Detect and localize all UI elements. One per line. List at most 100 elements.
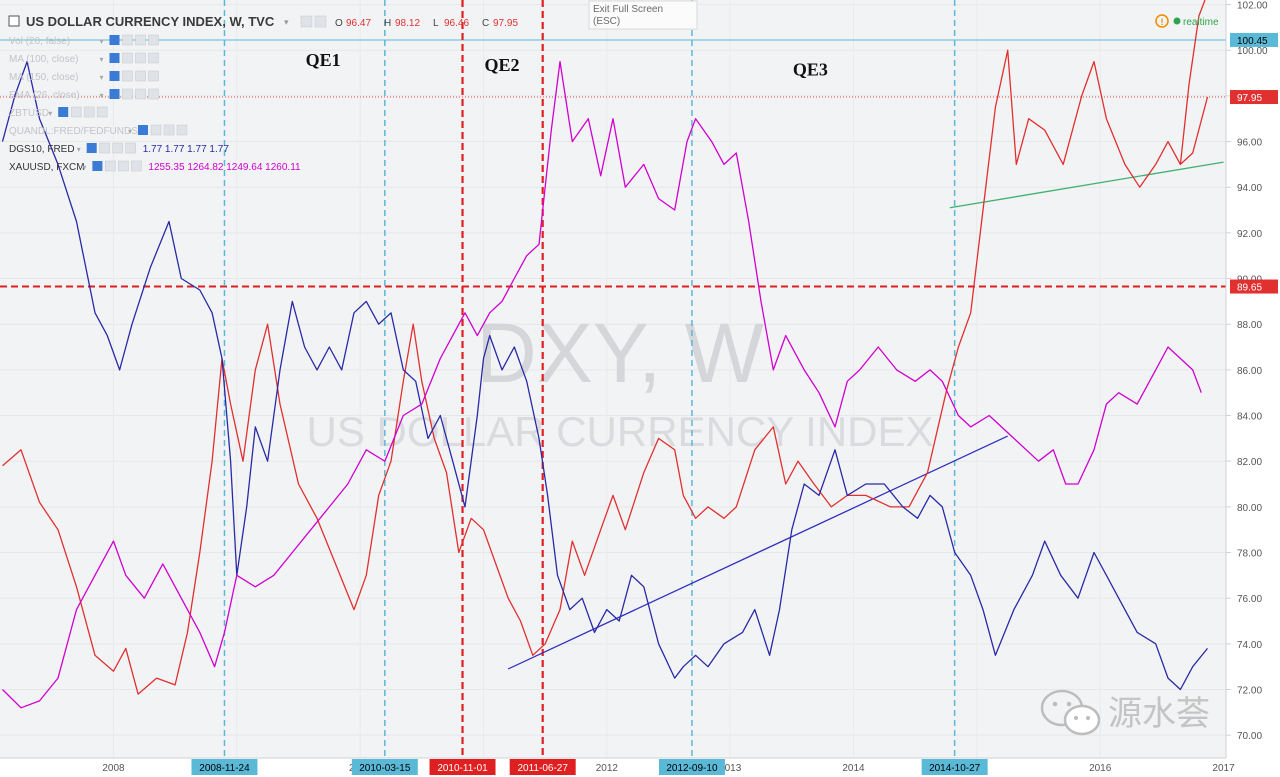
chevron-down-icon: ▾ <box>100 55 104 64</box>
indicator-legend: Vol (20, false) ▾MA (100, close) ▾MA (150,… <box>9 34 301 173</box>
ohlc-key: L <box>433 18 439 29</box>
chevron-down-icon: ▾ <box>128 127 132 136</box>
time-tick-label: 2008 <box>102 763 125 774</box>
visibility-icon <box>109 71 120 81</box>
price-tick-label: 92.00 <box>1237 229 1262 240</box>
indicator-row[interactable]: XAUUSD, FXCM▾ 1255.35 1264.82 1249.64 126… <box>9 160 301 173</box>
header-title: US DOLLAR CURRENCY INDEX, W, TVC <box>26 14 275 29</box>
time-tick-label: 2014 <box>842 763 865 774</box>
horizontal-lines <box>0 39 1226 288</box>
event-date-label-bg <box>658 759 725 775</box>
chevron-down-icon: ▾ <box>100 73 104 82</box>
add-icon <box>135 34 146 46</box>
price-axis[interactable]: 70.00 72.00 74.00 76.00 78.00 80.00 82.00 84.00… <box>1225 0 1280 758</box>
header-dropdown-icon[interactable]: ▾ <box>284 18 289 28</box>
indicator-label: QUANDL:FRED/FEDFUNDS <box>9 126 138 137</box>
event-date-label-bg <box>429 759 496 775</box>
indicator-row[interactable]: MA (100, close) ▾ <box>9 52 159 65</box>
close-icon <box>96 106 108 118</box>
settings-icon <box>105 160 116 172</box>
event-date-label: 2008-11-24 <box>199 763 250 774</box>
indicator-row[interactable]: ZBTUSD ▾ <box>9 106 108 119</box>
ohlc-value: 96.46 <box>444 18 469 29</box>
alert-icon[interactable] <box>1155 14 1169 28</box>
add-icon <box>83 106 95 118</box>
indicator-row[interactable]: Vol (20, false) ▾ <box>9 34 159 47</box>
indicator-label: EMA (26, close) <box>9 90 80 101</box>
settings-icon <box>70 106 82 118</box>
settings-icon <box>122 70 133 82</box>
ohlc-key: O <box>335 18 343 29</box>
header-settings-icon[interactable] <box>300 15 313 28</box>
settings-icon <box>122 34 133 46</box>
time-tick-label: 2012 <box>596 763 619 774</box>
qe-label: QE2 <box>484 55 519 75</box>
time-tick-label: 2013 <box>719 763 742 774</box>
time-tick-label: 2017 <box>1212 763 1235 774</box>
ohlc-value: 98.12 <box>395 18 420 29</box>
price-label-bg <box>1230 279 1278 294</box>
watermark-symbol: DXY, W <box>476 306 764 400</box>
realtime-dot-icon <box>1173 17 1181 25</box>
price-label: 97.95 <box>1237 93 1262 104</box>
settings-icon <box>122 52 133 64</box>
close-icon <box>176 124 188 136</box>
event-date-label: 2014-10-27 <box>929 763 981 774</box>
add-icon <box>135 52 146 64</box>
indicator-row[interactable]: QUANDL:FRED/FEDFUNDS▾ <box>9 124 188 137</box>
series-line <box>2 60 1202 709</box>
ohlc-value: 97.95 <box>493 18 518 29</box>
event-date-label: 2010-11-01 <box>437 763 488 774</box>
indicator-label: DGS10, FRED <box>9 144 75 155</box>
header-close-icon[interactable] <box>314 15 327 28</box>
indicator-row[interactable]: MA (150, close) ▾ <box>9 70 159 83</box>
visibility-icon <box>109 89 120 99</box>
price-tick-label: 70.00 <box>1237 731 1262 742</box>
series-group <box>1 0 1209 709</box>
plot-area[interactable] <box>0 0 1226 758</box>
event-date-label-bg <box>509 759 576 775</box>
close-icon <box>148 70 159 82</box>
header-checkbox[interactable] <box>8 15 20 27</box>
price-tick-label: 102.00 <box>1237 1 1268 12</box>
visibility-icon <box>92 161 103 171</box>
chevron-down-icon: ▾ <box>100 37 104 46</box>
add-icon <box>112 142 123 154</box>
exit-fullscreen-button[interactable]: Exit Full Screen (ESC) <box>588 0 698 30</box>
header: US DOLLAR CURRENCY INDEX, W, TVC ▾ O 96.4… <box>8 14 518 29</box>
add-icon <box>135 88 146 100</box>
time-axis[interactable]: 20082010201220132014201620172008-11-2420… <box>0 757 1280 777</box>
watermark: DXY, W US DOLLAR CURRENCY INDEX <box>306 306 933 455</box>
price-tick-label: 84.00 <box>1237 412 1262 423</box>
close-icon <box>148 52 159 64</box>
indicator-row[interactable]: EMA (26, close) ▾ <box>9 88 159 101</box>
price-axis-bg <box>1226 0 1280 758</box>
trendline <box>949 161 1224 209</box>
indicator-row[interactable]: DGS10, FRED ▾ 1.77 1.77 1.77 1.77 <box>9 142 229 155</box>
indicator-label: Vol (20, false) <box>9 36 70 47</box>
indicator-label: MA (150, close) <box>9 72 78 83</box>
close-icon <box>148 34 159 46</box>
close-icon <box>148 88 159 100</box>
chevron-down-icon: ▾ <box>82 163 86 172</box>
settings-icon <box>122 88 133 100</box>
indicator-label: ZBTUSD <box>9 108 49 119</box>
price-tick-label: 72.00 <box>1237 686 1262 697</box>
branding-text: 源水荟 <box>1108 694 1210 734</box>
event-date-label: 2010-03-15 <box>359 763 411 774</box>
qe-annotations: QE1 QE2 QE3 <box>306 50 828 79</box>
realtime-indicator: ! realtime <box>1155 14 1219 28</box>
ohlc-values: O 96.47 H 98.12 L 96.46 C 97.95 <box>335 18 518 29</box>
event-date-label-bg <box>921 759 988 775</box>
ohlc-key: C <box>482 18 489 29</box>
exit-fullscreen-hint: (ESC) <box>593 16 620 27</box>
price-tick-label: 96.00 <box>1237 138 1262 149</box>
chevron-down-icon: ▾ <box>48 109 52 118</box>
add-icon <box>118 160 129 172</box>
visibility-icon <box>86 143 97 153</box>
qe-label: QE1 <box>306 50 341 70</box>
price-tick-label: 86.00 <box>1237 366 1262 377</box>
price-label: 89.65 <box>1237 283 1262 294</box>
